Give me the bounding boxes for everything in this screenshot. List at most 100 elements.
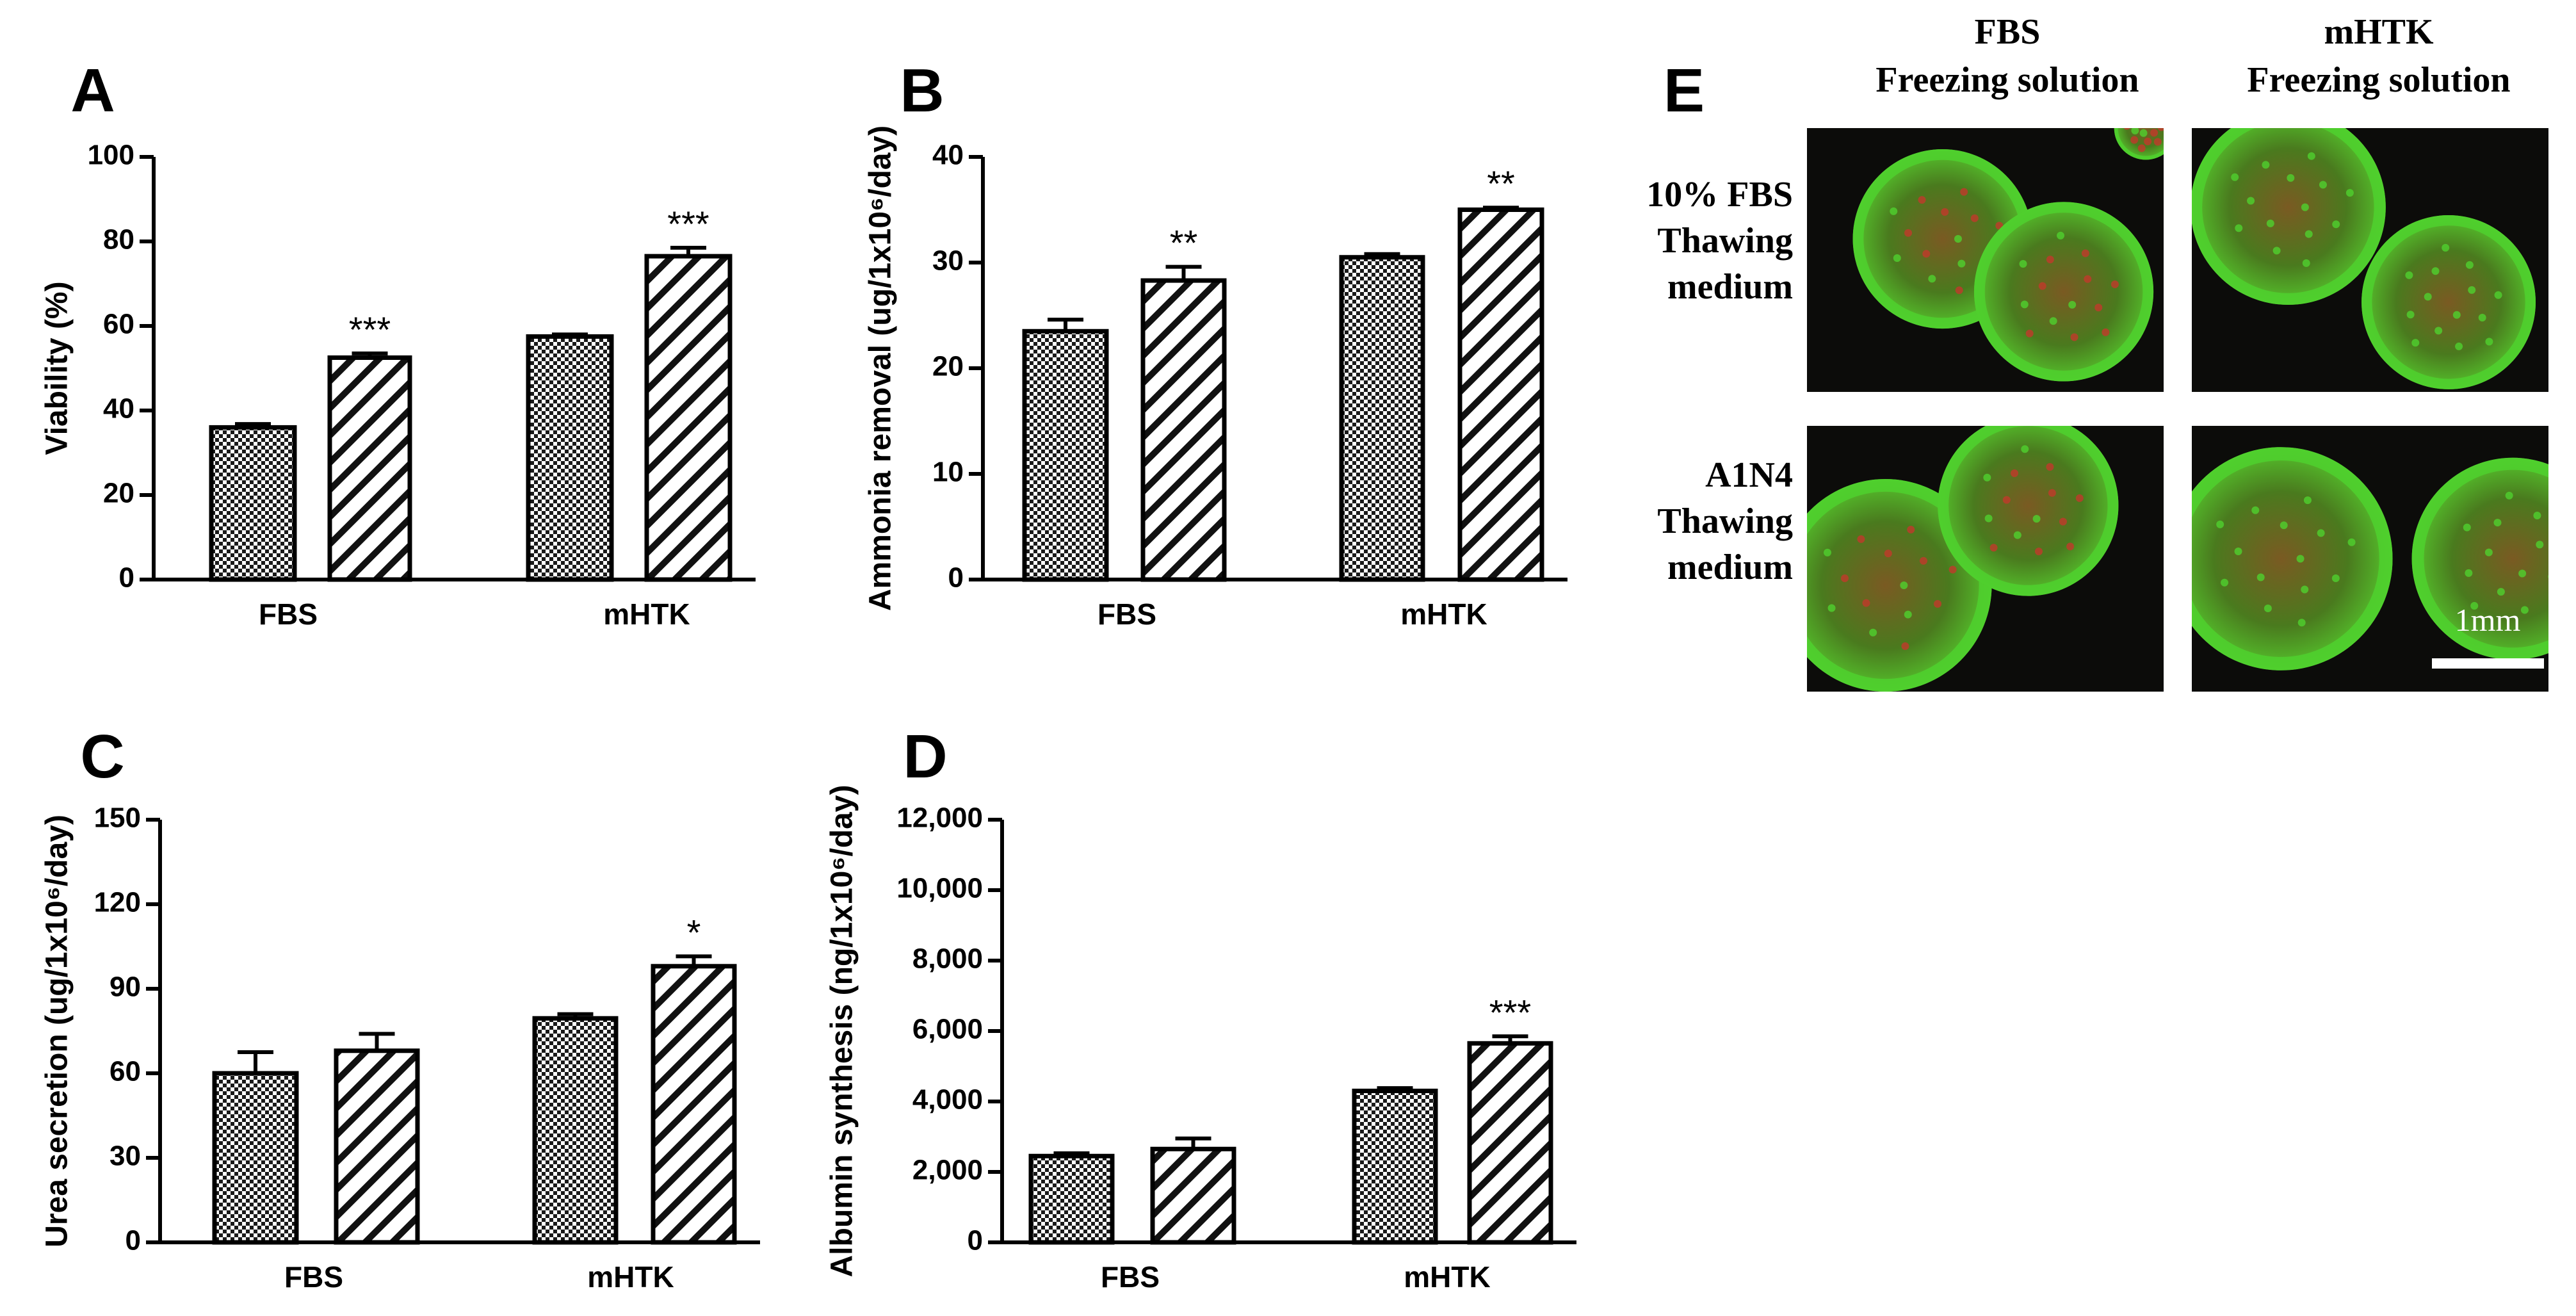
stained-cell bbox=[2301, 585, 2309, 594]
spheroid bbox=[1938, 426, 2119, 596]
stained-cell bbox=[2485, 337, 2493, 346]
significance-label: * bbox=[687, 912, 701, 952]
row-header: medium bbox=[1667, 267, 1793, 307]
stained-cell bbox=[2296, 555, 2305, 563]
stained-cell bbox=[2307, 152, 2315, 160]
panel-c: C 0 30 60 90 120 150 FBS mHTK Urea secretion (ug/… bbox=[40, 722, 760, 1294]
bar bbox=[651, 964, 737, 1245]
row-header: A1N4 bbox=[1705, 455, 1793, 495]
stained-cell bbox=[1922, 250, 1931, 258]
stained-cell bbox=[1904, 229, 1913, 237]
y-tick-label: 120 bbox=[94, 887, 141, 918]
stained-cell bbox=[2057, 231, 2065, 240]
stained-cell bbox=[2131, 115, 2139, 123]
stained-cell bbox=[2019, 259, 2027, 268]
stained-cell bbox=[2301, 203, 2309, 211]
stained-cell bbox=[2102, 328, 2110, 336]
stained-cell bbox=[1934, 600, 1942, 608]
stained-cell bbox=[2144, 137, 2152, 145]
y-tick-label: 80 bbox=[103, 224, 134, 256]
stained-cell bbox=[2153, 138, 2162, 146]
stained-cell bbox=[2302, 259, 2310, 267]
panel-label: D bbox=[903, 722, 947, 791]
significance-label: *** bbox=[667, 204, 709, 244]
stained-cell bbox=[2094, 304, 2103, 312]
micrograph bbox=[2192, 128, 2548, 392]
panel-a: A 0 20 40 60 80 100 FBS mHTK Viability (%) *** *** bbox=[40, 56, 756, 631]
stained-cell bbox=[2157, 128, 2164, 131]
bar bbox=[1028, 1153, 1115, 1245]
stained-cell bbox=[1948, 565, 1957, 574]
stained-cell bbox=[2497, 588, 2505, 596]
y-tick-label: 2,000 bbox=[912, 1155, 983, 1186]
y-tick-label: 40 bbox=[103, 393, 134, 425]
significance-label: *** bbox=[349, 309, 391, 350]
stained-cell bbox=[2520, 606, 2529, 614]
panel-label: B bbox=[900, 56, 944, 125]
spheroid-rim bbox=[1938, 426, 2119, 596]
stained-cell bbox=[2235, 224, 2243, 232]
stained-cell bbox=[2130, 136, 2139, 144]
stained-cell bbox=[2431, 267, 2440, 275]
y-tick-label: 20 bbox=[103, 478, 134, 509]
stained-cell bbox=[2434, 327, 2443, 335]
stained-cell bbox=[2411, 339, 2420, 347]
bar bbox=[1457, 207, 1544, 582]
stained-cell bbox=[2234, 547, 2242, 555]
stained-cell bbox=[1983, 473, 1991, 482]
y-tick-label: 4,000 bbox=[912, 1084, 983, 1116]
panel-label: A bbox=[70, 56, 115, 125]
stained-cell bbox=[2032, 515, 2041, 523]
bar bbox=[1352, 1089, 1438, 1245]
significance-label: ** bbox=[1170, 223, 1198, 263]
stained-cell bbox=[2478, 313, 2486, 321]
y-axis-label: Ammonia removal (ug/1x10⁶/day) bbox=[864, 126, 898, 611]
stained-cell bbox=[2139, 129, 2148, 137]
stained-cell bbox=[2303, 496, 2312, 505]
bar bbox=[1339, 255, 1425, 582]
stained-cell bbox=[2465, 261, 2474, 269]
bar bbox=[1150, 1146, 1236, 1245]
stained-cell bbox=[2287, 174, 2295, 182]
panel-b: B 0 10 20 30 40 FBS mHTK Ammonia removal (ug/1x1… bbox=[864, 56, 1567, 631]
stained-cell bbox=[2149, 114, 2157, 122]
stained-cell bbox=[2406, 311, 2415, 319]
stained-cell bbox=[2150, 129, 2159, 137]
x-tick-label: FBS bbox=[259, 597, 318, 631]
y-tick-label: 60 bbox=[103, 309, 134, 340]
y-axis-label: Albumin synthesis (ng/1x10⁶/day) bbox=[825, 785, 859, 1278]
scale-bar bbox=[2432, 658, 2544, 669]
scale-bar-label: 1mm bbox=[2455, 602, 2521, 638]
stained-cell bbox=[1884, 549, 1892, 558]
stained-cell bbox=[2013, 531, 2021, 539]
y-tick-label: 0 bbox=[968, 1225, 983, 1256]
y-tick-label: 100 bbox=[88, 140, 134, 171]
stained-cell bbox=[2110, 280, 2119, 288]
y-tick-label: 20 bbox=[932, 351, 964, 382]
significance-label: ** bbox=[1487, 163, 1515, 204]
stained-cell bbox=[2452, 311, 2461, 319]
stained-cell bbox=[2251, 506, 2260, 514]
row-header: 10% FBS bbox=[1646, 175, 1793, 215]
stained-cell bbox=[1841, 574, 1849, 583]
y-tick-label: 0 bbox=[119, 562, 134, 594]
stained-cell bbox=[1869, 628, 1877, 637]
bar bbox=[212, 1071, 299, 1245]
stained-cell bbox=[1901, 642, 1909, 650]
stained-cell bbox=[1954, 235, 1962, 243]
stained-cell bbox=[2484, 548, 2493, 556]
stained-cell bbox=[2305, 230, 2313, 238]
stained-cell bbox=[1857, 535, 1865, 543]
stained-cell bbox=[2131, 128, 2139, 134]
y-tick-label: 30 bbox=[109, 1141, 141, 1172]
stained-cell bbox=[2463, 523, 2471, 532]
stained-cell bbox=[2470, 601, 2479, 610]
micrograph bbox=[1807, 114, 2164, 392]
stained-cell bbox=[2046, 256, 2054, 264]
column-header: mHTK bbox=[2324, 12, 2434, 52]
stained-cell bbox=[2424, 293, 2432, 301]
stained-cell bbox=[2021, 445, 2029, 453]
y-axis-label: Urea secretion (ug/1x10⁶/day) bbox=[40, 815, 74, 1247]
micrograph bbox=[1807, 426, 2164, 692]
bar bbox=[334, 1048, 420, 1245]
